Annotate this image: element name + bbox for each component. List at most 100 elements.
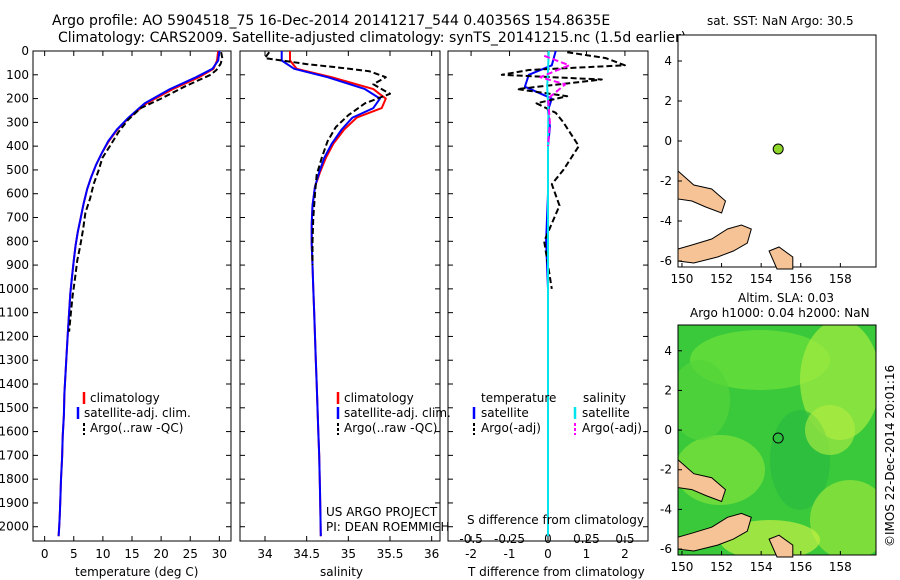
y-tick-label: 300	[6, 115, 29, 129]
x2-tick-label: 0.5	[615, 532, 634, 546]
y-tick-label: 1700	[0, 448, 29, 462]
x2-tick-label: -0.25	[494, 532, 525, 546]
x-tick-label: 10	[95, 547, 110, 561]
y-tick-label: 800	[6, 234, 29, 248]
credit-pi: PI: DEAN ROEMMICH	[326, 520, 449, 534]
y-tick-label: -6	[660, 542, 672, 556]
x-tick-label: 154	[750, 272, 773, 286]
legend-label-climatology: climatology	[344, 391, 414, 405]
y-tick-label: 1400	[0, 377, 29, 391]
x-tick-label: 25	[183, 547, 198, 561]
y-tick-label: -2	[660, 463, 672, 477]
x-tick-label: 1	[583, 547, 591, 561]
x-tick-label: 152	[710, 560, 733, 574]
y-tick-label: 1500	[0, 401, 29, 415]
sst-map-title: sat. SST: NaN Argo: 30.5	[707, 14, 854, 28]
x-tick-label: 30	[212, 547, 227, 561]
salinity-xlabel: salinity	[320, 565, 363, 579]
header-title: Argo profile: AO 5904518_75 16-Dec-2014 …	[52, 13, 610, 29]
y-tick-label: 0	[21, 44, 29, 58]
x-tick-label: 35.5	[377, 547, 404, 561]
difference-panel: -2 -1 0 1 2 -0.5 -0.25 0 0.25 0.5	[447, 50, 649, 561]
y-tick-label: 0	[664, 423, 672, 437]
land-polygon	[677, 169, 727, 214]
x-tick-label: 156	[789, 560, 812, 574]
credit-stamp: ©IMOS 22-Dec-2014 20:01:16	[883, 365, 897, 547]
series-argo	[68, 52, 224, 332]
series-sal_satellite	[546, 50, 550, 537]
difference-xlabel: T difference from climatology	[467, 565, 645, 579]
series-argo	[500, 51, 626, 290]
sla-map: 150 152 154 156 158 -6 -4 -2 0 2 4	[660, 324, 877, 574]
x-tick-label: 156	[789, 272, 812, 286]
y-tick-label: 0	[664, 134, 672, 148]
series-argo	[264, 51, 391, 266]
land-polygon	[677, 224, 752, 264]
series-satellite	[523, 50, 557, 537]
series-satellite	[57, 50, 221, 537]
y-tick-label: 1600	[0, 425, 29, 439]
sla-map-title: Altim. SLA: 0.03	[738, 291, 834, 305]
y-tick-label: 200	[6, 92, 29, 106]
temperature-legend: climatology satellite-adj. clim. Argo(..…	[76, 391, 191, 435]
y-tick-label: 2	[664, 383, 672, 397]
x-tick-label: 36	[424, 547, 439, 561]
y-tick-label: -4	[660, 502, 672, 516]
y-tick-label: -2	[660, 174, 672, 188]
x-tick-label: 152	[710, 272, 733, 286]
x-tick-label: 5	[70, 547, 78, 561]
series-sal_argo	[539, 54, 571, 147]
legend-label-argo: Argo(..raw -QC)	[344, 421, 437, 435]
legend-label-t-argo: Argo(-adj)	[481, 421, 541, 435]
header-subtitle: Climatology: CARS2009. Satellite-adjuste…	[58, 30, 686, 46]
x-tick-label: 150	[671, 560, 694, 574]
y-tick-label: 4	[664, 54, 672, 68]
legend-header-temperature: temperature	[481, 391, 556, 405]
difference-x2label: S difference from climatology	[467, 513, 644, 527]
sst-map: 150 152 154 156 158 -6 -4 -2 0 2 4	[660, 34, 877, 286]
y-tick-label: 900	[6, 258, 29, 272]
legend-label-satellite: satellite-adj. clim.	[84, 406, 191, 420]
x-tick-label: 0	[544, 547, 552, 561]
x-tick-label: 0	[41, 547, 49, 561]
legend-label-satellite: satellite-adj. clim.	[344, 406, 451, 420]
legend-label-climatology: climatology	[90, 391, 160, 405]
x-tick-label: 158	[829, 560, 852, 574]
temperature-xlabel: temperature (deg C)	[75, 565, 198, 579]
argo-location-marker	[772, 143, 784, 155]
land-polygon	[677, 458, 727, 503]
x-tick-label: -1	[504, 547, 516, 561]
difference-legend: temperature salinity satellite Argo(-adj…	[472, 391, 642, 435]
legend-label-t-satellite: satellite	[481, 406, 529, 420]
y-tick-label: 2	[664, 94, 672, 108]
y-tick-label: 1300	[0, 353, 29, 367]
y-tick-label: 600	[6, 187, 29, 201]
x-tick-label: 154	[750, 560, 773, 574]
salinity-legend: climatology satellite-adj. clim. Argo(..…	[326, 391, 451, 534]
x-tick-label: -2	[465, 547, 477, 561]
y-tick-label: 1200	[0, 329, 29, 343]
legend-header-salinity: salinity	[583, 391, 626, 405]
series-climatology	[289, 51, 387, 537]
x2-tick-label: 0.25	[573, 532, 600, 546]
x-tick-label: 20	[153, 547, 168, 561]
y-tick-label: -6	[660, 254, 672, 268]
y-tick-label: 100	[6, 68, 29, 82]
x2-tick-label: -0.5	[459, 532, 482, 546]
series-climatology	[57, 50, 220, 537]
argo-location-marker	[772, 432, 784, 444]
x2-tick-label: 0	[544, 532, 552, 546]
series-satellite	[280, 51, 381, 537]
x-tick-label: 2	[621, 547, 629, 561]
salinity-panel: 34 34.5 35 35.5 36	[239, 50, 441, 561]
x-tick-label: 34	[257, 547, 272, 561]
y-tick-label: 2000	[0, 520, 29, 534]
credit-project: US ARGO PROJECT	[326, 505, 438, 519]
legend-label-argo: Argo(..raw -QC)	[90, 421, 183, 435]
y-tick-label: 1800	[0, 472, 29, 486]
x-tick-label: 150	[671, 272, 694, 286]
y-tick-label: 4	[664, 344, 672, 358]
land-polygon	[768, 246, 794, 270]
y-tick-label: -4	[660, 214, 672, 228]
